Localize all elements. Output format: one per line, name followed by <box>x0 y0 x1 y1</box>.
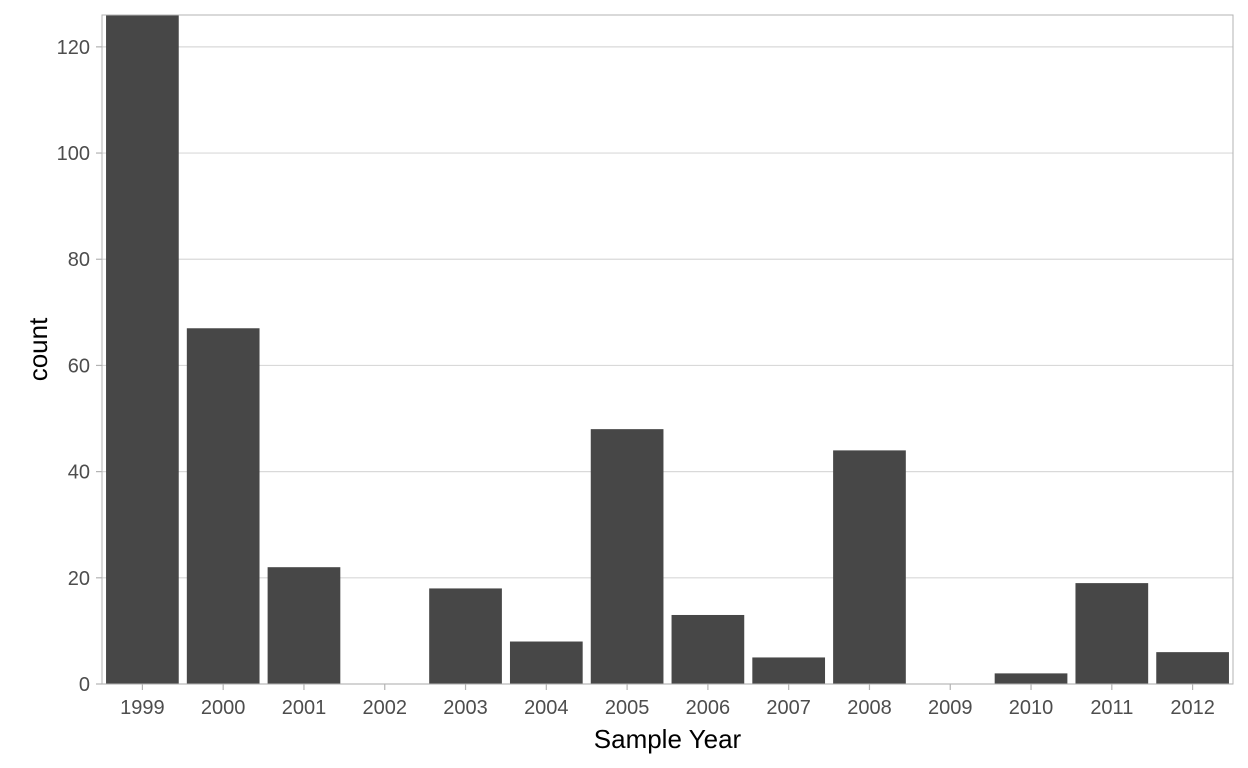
panel-border <box>101 14 1234 685</box>
x-tick-label: 2008 <box>847 697 892 719</box>
x-tick-label: 2012 <box>1170 697 1215 719</box>
x-tick-label: 2007 <box>766 697 811 719</box>
x-tick-label: 2000 <box>201 697 246 719</box>
bar-2005 <box>590 429 664 684</box>
bars <box>106 15 1229 684</box>
y-tick-label: 40 <box>68 462 90 484</box>
bar-2003 <box>429 588 502 684</box>
x-tick-label: 2011 <box>1090 697 1133 719</box>
y-tick-label: 60 <box>68 355 90 377</box>
x-tick-label: 2005 <box>605 697 650 719</box>
x-tick-label: 2004 <box>524 697 569 719</box>
bar-2001 <box>267 567 341 684</box>
x-tick-label: 2002 <box>363 697 408 719</box>
y-axis-title: count <box>23 317 53 381</box>
bar-2012 <box>1156 652 1229 684</box>
x-axis: 1999 2000 2001 2002 2003 2004 2005 2006 2007 2008… <box>120 684 1215 719</box>
y-tick-label: 0 <box>79 674 90 696</box>
x-tick-label: 2009 <box>928 697 973 719</box>
bar-2006 <box>671 614 745 684</box>
bar-2008 <box>833 450 906 684</box>
bar-2011 <box>1075 583 1149 684</box>
x-tick-label: 2001 <box>282 697 327 719</box>
x-axis-title: Sample Year <box>594 724 742 754</box>
y-tick-label: 20 <box>68 568 90 590</box>
bar-1999 <box>106 15 179 684</box>
x-tick-label: 2006 <box>686 697 731 719</box>
x-tick-label: 2010 <box>1009 697 1054 719</box>
y-axis: 0 20 40 60 80 100 120 <box>57 37 102 696</box>
bar-2000 <box>186 328 260 684</box>
y-tick-label: 100 <box>57 143 90 165</box>
y-tick-label: 120 <box>57 37 90 59</box>
y-tick-label: 80 <box>68 249 90 271</box>
bar-2007 <box>752 657 826 684</box>
bar-2010 <box>994 673 1068 684</box>
x-tick-label: 2003 <box>443 697 488 719</box>
x-tick-label: 1999 <box>120 697 165 719</box>
bar-2004 <box>509 641 583 684</box>
